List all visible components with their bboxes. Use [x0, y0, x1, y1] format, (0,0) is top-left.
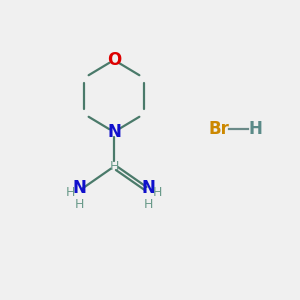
Text: N: N — [107, 123, 121, 141]
Text: O: O — [107, 51, 121, 69]
Text: H: H — [248, 120, 262, 138]
Text: H: H — [66, 185, 75, 199]
Text: Br: Br — [208, 120, 230, 138]
Text: H: H — [144, 197, 153, 211]
Text: H: H — [153, 185, 162, 199]
Text: H: H — [75, 197, 84, 211]
Text: N: N — [73, 179, 86, 197]
Text: N: N — [142, 179, 155, 197]
Text: H: H — [109, 160, 119, 173]
